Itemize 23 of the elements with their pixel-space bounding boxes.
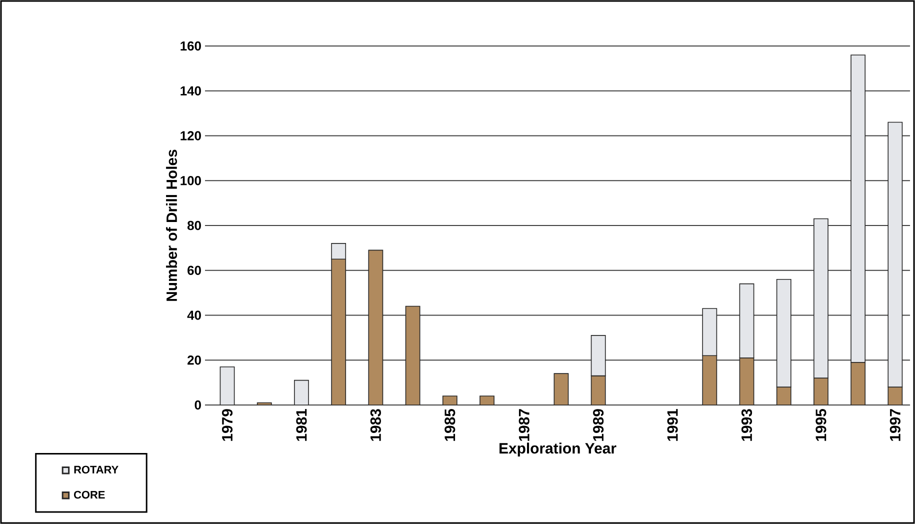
y-axis-title: Number of Drill Holes bbox=[166, 150, 178, 301]
y-tick-label: 120 bbox=[180, 131, 201, 140]
x-tick-label: 1997 bbox=[890, 409, 900, 441]
x-tick-label: 1983 bbox=[370, 409, 381, 441]
x-tick-label: 1993 bbox=[741, 409, 752, 441]
x-tick-label: 1991 bbox=[667, 408, 678, 441]
x-tick-label: 1979 bbox=[222, 409, 233, 441]
y-tick-label: 60 bbox=[188, 266, 201, 275]
y-tick-label: 80 bbox=[187, 220, 201, 230]
y-tick-label: 40 bbox=[187, 310, 201, 320]
y-tick-label: 20 bbox=[188, 356, 201, 365]
x-tick-label: 1985 bbox=[444, 408, 456, 441]
legend-label: CORE bbox=[74, 490, 105, 499]
x-tick-label: 1987 bbox=[518, 409, 530, 441]
x-tick-label: 1989 bbox=[593, 409, 604, 441]
y-tick-label: 100 bbox=[180, 176, 201, 186]
x-axis-title: Exploration Year bbox=[500, 442, 616, 457]
x-tick-label: 1995 bbox=[816, 408, 826, 441]
y-tick-label: 160 bbox=[180, 41, 201, 51]
y-tick-label: 0 bbox=[194, 400, 201, 410]
legend-label: ROTARY bbox=[74, 466, 118, 474]
x-tick-label: 1981 bbox=[296, 408, 307, 441]
y-tick-label: 140 bbox=[180, 86, 201, 96]
